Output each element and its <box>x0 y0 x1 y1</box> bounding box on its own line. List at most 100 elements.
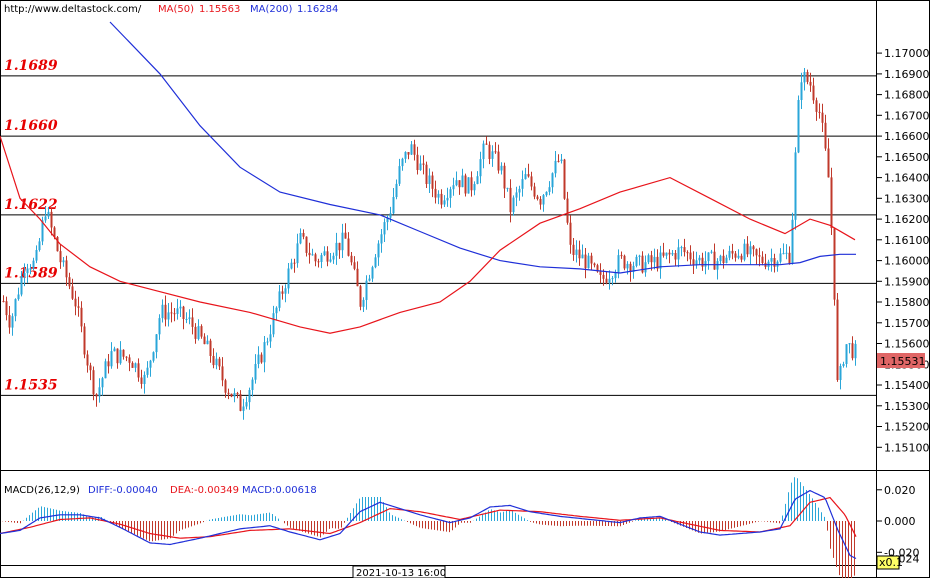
macd-name: MACD(26,12,9) <box>4 485 80 496</box>
candle-body <box>581 254 584 259</box>
candle-body <box>11 316 14 328</box>
candle-body <box>404 152 407 159</box>
candle-body <box>305 236 308 253</box>
candle-body <box>782 253 785 255</box>
candle-body <box>383 222 386 235</box>
zoom-button[interactable] <box>876 555 900 570</box>
candle-body <box>215 358 218 366</box>
candle-body <box>818 111 821 113</box>
candle-body <box>629 263 632 272</box>
candle-body <box>182 306 185 319</box>
candle-body <box>329 259 332 262</box>
candle-body <box>260 354 263 363</box>
macd-y-tick-label: 0.000 <box>884 515 916 528</box>
candle-body <box>377 243 380 258</box>
candle-body <box>554 160 557 174</box>
candle-body <box>623 255 626 269</box>
candle-body <box>350 255 353 263</box>
candle-body <box>425 164 428 184</box>
candle-body <box>599 271 602 275</box>
candle-body <box>83 326 86 355</box>
candle-body <box>476 176 479 184</box>
candle-body <box>269 334 272 342</box>
candle-body <box>794 152 797 220</box>
candle-body <box>362 299 365 307</box>
candle-body <box>158 318 161 335</box>
candle-body <box>557 160 560 162</box>
candle-body <box>2 301 5 302</box>
ma200-label: MA(200) <box>250 4 292 15</box>
candle-body <box>707 252 710 262</box>
candle-body <box>23 273 26 276</box>
candle-body <box>551 173 554 188</box>
candle-body <box>218 358 221 367</box>
candle-body <box>128 357 131 363</box>
candle-body <box>662 252 665 256</box>
candle-body <box>515 192 518 198</box>
candle-body <box>119 349 122 364</box>
candle-body <box>299 233 302 244</box>
candle-body <box>596 265 599 272</box>
candle-body <box>248 390 251 403</box>
y-tick-label: 1.16200 <box>884 213 930 226</box>
candle-body <box>125 356 128 358</box>
candle-body <box>236 393 239 395</box>
candle-body <box>704 261 707 267</box>
y-tick-label: 1.15300 <box>884 400 930 413</box>
candle-body <box>536 196 539 199</box>
candle-body <box>326 251 329 262</box>
candle-body <box>359 286 362 307</box>
candle-body <box>650 255 653 263</box>
y-tick-label: 1.15700 <box>884 317 930 330</box>
candle-body <box>98 387 101 397</box>
candle-body <box>740 255 743 260</box>
candle-body <box>302 233 305 237</box>
candle-body <box>491 151 494 159</box>
candle-body <box>149 360 152 368</box>
candle-body <box>296 243 299 264</box>
candle-body <box>539 199 542 205</box>
candle-body <box>233 393 236 397</box>
candle-body <box>374 257 377 268</box>
candle-body <box>194 326 197 339</box>
candle-body <box>671 253 674 255</box>
candle-body <box>506 187 509 189</box>
candle-body <box>278 291 281 308</box>
candle-body <box>29 268 32 270</box>
candle-body <box>284 288 287 294</box>
candle-body <box>89 365 92 371</box>
candle-body <box>524 174 527 180</box>
candle-body <box>812 85 815 101</box>
candle-body <box>320 255 323 262</box>
candle-body <box>848 343 851 345</box>
candle-body <box>680 247 683 249</box>
candle-body <box>134 363 137 368</box>
candle-body <box>26 268 29 274</box>
candle-body <box>716 261 719 270</box>
candle-body <box>710 251 713 253</box>
candle-body <box>185 319 188 320</box>
candle-body <box>401 158 404 167</box>
candle-body <box>281 291 284 294</box>
candle-body <box>638 255 641 257</box>
candle-body <box>143 374 146 384</box>
y-tick-label: 1.16300 <box>884 192 930 205</box>
candle-body <box>56 237 59 252</box>
candle-body <box>35 250 38 261</box>
macd-diff: DIFF:-0.00040 <box>88 485 158 496</box>
candle-body <box>152 352 155 361</box>
candle-body <box>317 261 320 263</box>
level-label: 1.1535 <box>4 377 58 393</box>
candle-body <box>116 348 119 364</box>
candle-body <box>461 175 464 188</box>
candle-body <box>839 366 842 380</box>
ma50-line <box>0 135 856 334</box>
candle-body <box>38 241 41 250</box>
candle-body <box>590 255 593 264</box>
candle-body <box>593 263 596 266</box>
candle-body <box>323 251 326 256</box>
zoom-label[interactable]: x0.1 <box>879 556 903 569</box>
candle-body <box>689 252 692 260</box>
candle-body <box>836 299 839 380</box>
